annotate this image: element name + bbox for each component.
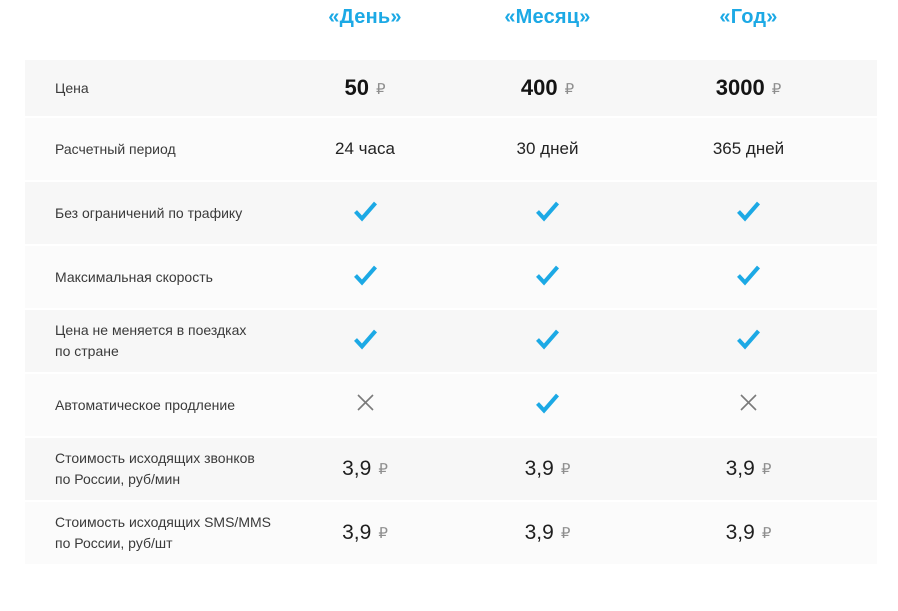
value-text: 50 <box>344 75 369 100</box>
table-row: Цена 50 ₽400 ₽3000 ₽ <box>25 60 877 116</box>
row-label: Стоимость исходящих SMS/MMS по России, р… <box>55 514 271 551</box>
cell-value: 30 дней <box>445 139 650 159</box>
ruble-sign: ₽ <box>771 81 782 98</box>
plan-column-year[interactable]: «Год» <box>719 6 778 28</box>
cell-value: 3,9 ₽ <box>650 521 847 545</box>
ruble-sign: ₽ <box>378 525 388 542</box>
cell-value: 24 часа <box>285 139 445 159</box>
ruble-sign: ₽ <box>761 461 772 478</box>
table-rows: Цена 50 ₽400 ₽3000 ₽ Расчетный период 24 часа 3… <box>25 60 877 564</box>
row-label: Расчетный период <box>55 140 176 157</box>
table-row: Максимальная скорость <box>25 246 877 308</box>
table-row: Расчетный период 24 часа 30 дней 365 дней <box>25 118 877 180</box>
check-icon <box>285 200 445 227</box>
table-row: Стоимость исходящих звонков по России, р… <box>25 438 877 500</box>
cross-icon <box>285 392 445 418</box>
ruble-sign: ₽ <box>761 525 772 542</box>
check-icon <box>445 328 650 355</box>
check-icon <box>445 200 650 227</box>
ruble-sign: ₽ <box>378 461 388 478</box>
cell-value: 3,9 ₽ <box>650 457 847 481</box>
value-text: 365 дней <box>712 139 785 158</box>
cell-value: 3,9 ₽ <box>285 457 445 481</box>
value-text: 3,9 <box>524 521 554 544</box>
check-icon <box>650 328 847 355</box>
value-text: 24 часа <box>335 139 395 158</box>
table-row: Стоимость исходящих SMS/MMS по России, р… <box>25 502 877 564</box>
plan-column-month[interactable]: «Месяц» <box>504 6 591 28</box>
cell-value: 3,9 ₽ <box>445 457 650 481</box>
value-text: 30 дней <box>516 139 579 158</box>
value-text: 3,9 <box>342 457 372 480</box>
table-header: «День» «Месяц» «Год» <box>25 0 877 60</box>
cell-value: 365 дней <box>650 139 847 159</box>
value-text: 3,9 <box>524 457 554 480</box>
row-label: Без ограничений по трафику <box>55 204 243 221</box>
cell-value: 3000 ₽ <box>650 75 847 101</box>
ruble-sign: ₽ <box>560 461 571 478</box>
value-text: 3000 <box>715 75 765 100</box>
cross-icon <box>650 392 847 418</box>
cell-value: 3,9 ₽ <box>445 521 650 545</box>
value-text: 3,9 <box>725 457 755 480</box>
row-label: Цена <box>55 79 89 96</box>
row-label: Стоимость исходящих звонков по России, р… <box>55 450 255 487</box>
ruble-sign: ₽ <box>560 525 571 542</box>
value-text: 3,9 <box>342 521 372 544</box>
row-label: Цена не меняется в поездках по стране <box>55 322 247 359</box>
value-text: 400 <box>520 75 558 100</box>
check-icon <box>650 264 847 291</box>
table-row: Автоматическое продление <box>25 374 877 436</box>
cell-value: 3,9 ₽ <box>285 521 445 545</box>
check-icon <box>285 264 445 291</box>
row-label: Максимальная скорость <box>55 268 213 285</box>
ruble-sign: ₽ <box>375 81 386 98</box>
row-label: Автоматическое продление <box>55 396 235 413</box>
check-icon <box>650 200 847 227</box>
cell-value: 400 ₽ <box>445 75 650 101</box>
table-row: Цена не меняется в поездках по стране <box>25 310 877 372</box>
ruble-sign: ₽ <box>564 81 575 98</box>
value-text: 3,9 <box>725 521 755 544</box>
cell-value: 50 ₽ <box>285 75 445 101</box>
tariff-comparison-table: «День» «Месяц» «Год» Цена 50 ₽400 ₽3000 ₽ Рас… <box>25 0 877 564</box>
check-icon <box>445 392 650 419</box>
check-icon <box>445 264 650 291</box>
plan-column-day[interactable]: «День» <box>328 6 402 28</box>
check-icon <box>285 328 445 355</box>
table-row: Без ограничений по трафику <box>25 182 877 244</box>
